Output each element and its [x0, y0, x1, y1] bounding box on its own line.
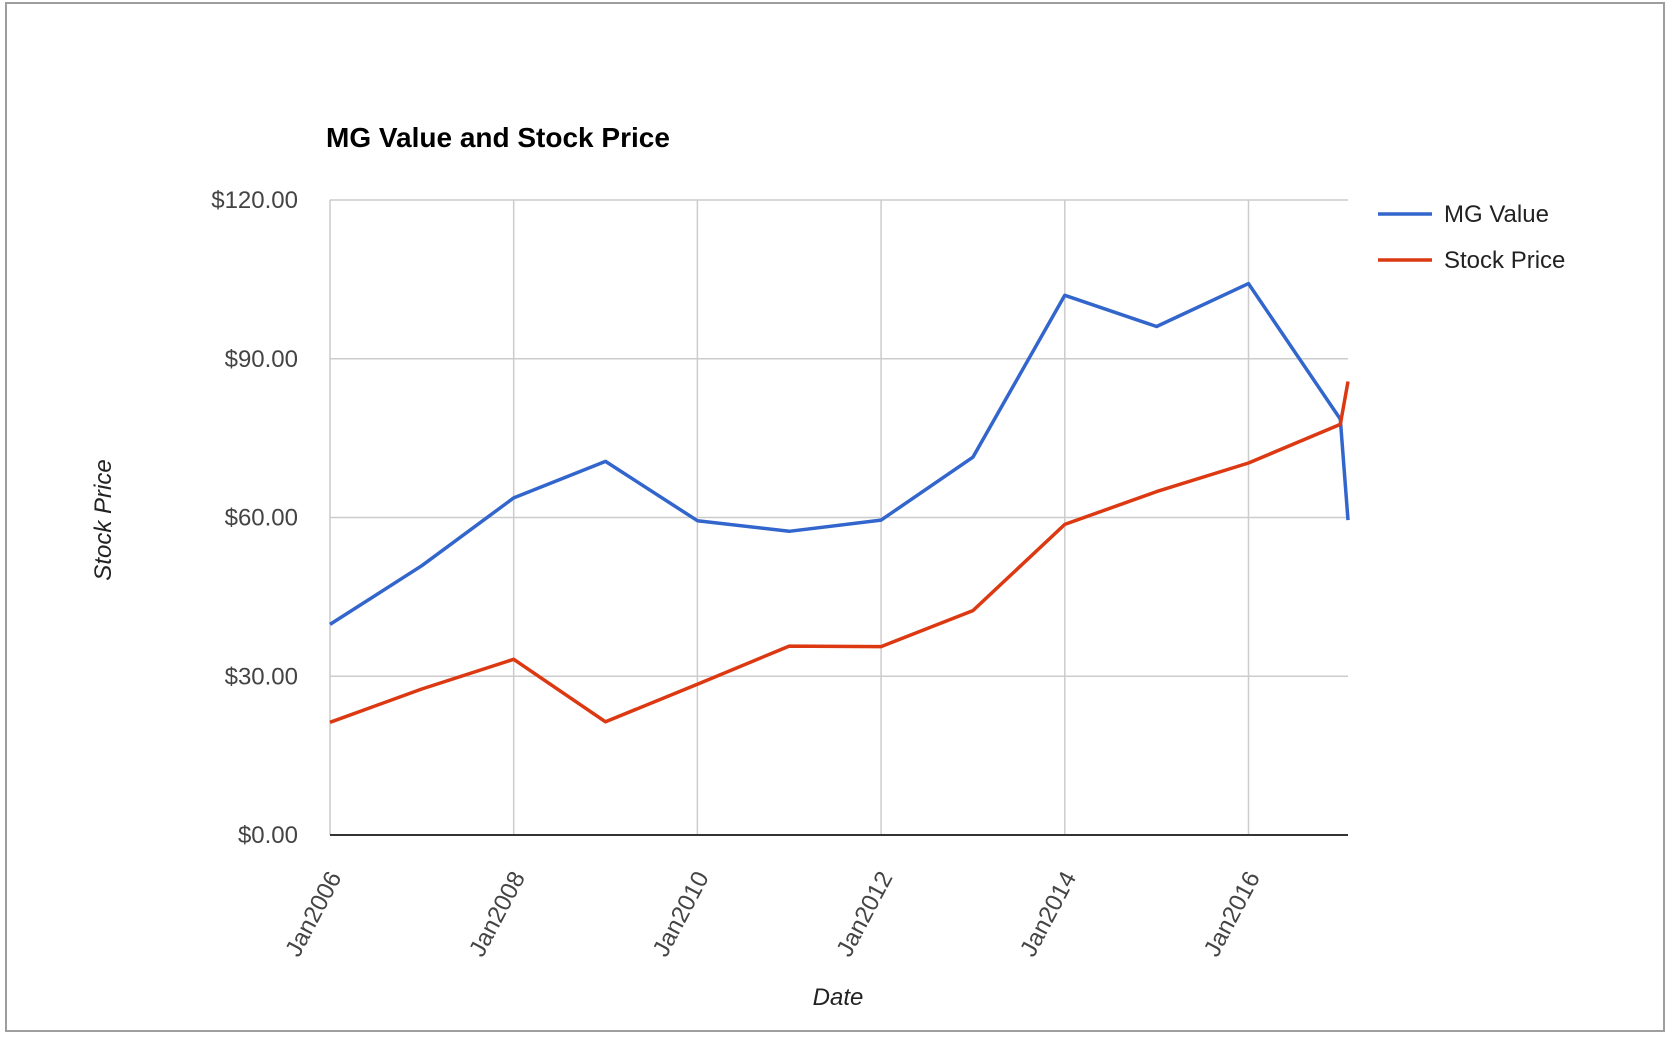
y-axis-title: Stock Price	[90, 459, 117, 580]
y-tick-label: $0.00	[238, 822, 298, 849]
series-line-1	[329, 381, 1350, 724]
chart-title: MG Value and Stock Price	[326, 122, 670, 153]
x-tick-label: Jan2006	[280, 867, 347, 961]
y-tick-label: $60.00	[225, 505, 298, 532]
x-tick-label: Jan2012	[831, 867, 898, 961]
legend: MG Value Stock Price	[1378, 201, 1565, 274]
legend-label: MG Value	[1444, 201, 1549, 228]
x-tick-label: Jan2016	[1199, 867, 1266, 961]
series-lines	[329, 281, 1350, 724]
y-tick-labels: $0.00 $30.00 $60.00 $90.00 $120.00	[211, 187, 298, 849]
x-tick-labels: Jan2006 Jan2008 Jan2010 Jan2012 Jan2014 Jan20…	[280, 867, 1266, 961]
grid	[329, 199, 1348, 836]
y-tick-label: $30.00	[225, 663, 298, 690]
legend-label: Stock Price	[1444, 247, 1565, 274]
y-tick-label: $90.00	[225, 346, 298, 373]
x-tick-label: Jan2010	[648, 867, 715, 961]
x-tick-label: Jan2008	[464, 867, 531, 961]
x-axis-title: Date	[813, 984, 864, 1011]
x-tick-label: Jan2014	[1015, 867, 1082, 961]
y-tick-label: $120.00	[211, 187, 298, 214]
series-line-0	[329, 281, 1350, 626]
